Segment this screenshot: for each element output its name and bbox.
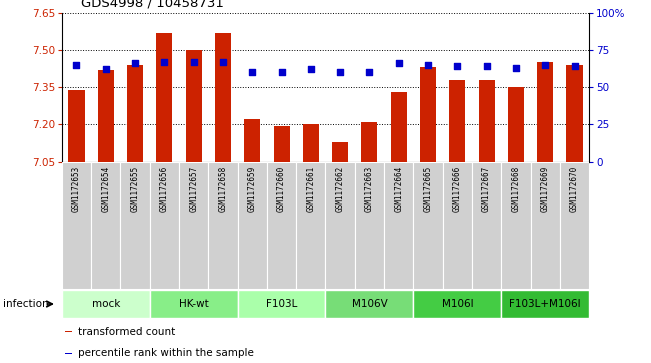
Bar (326, 162, 355, 289)
Point (217, 59, 228, 65)
Bar (186, 50, 202, 162)
Text: transformed count: transformed count (78, 327, 175, 337)
Point (423, 62, 434, 68)
Bar (478, 79, 495, 162)
Text: GSM1172669: GSM1172669 (541, 166, 549, 212)
Bar (208, 162, 238, 289)
Bar (413, 290, 501, 318)
Bar (98, 70, 114, 162)
Text: F103L: F103L (266, 299, 298, 309)
Bar (91, 162, 120, 289)
Point (188, 59, 199, 65)
Bar (238, 162, 267, 289)
Text: GSM1172656: GSM1172656 (160, 166, 169, 212)
Bar (361, 122, 378, 162)
Bar (127, 65, 143, 162)
Text: GDS4998 / 10458731: GDS4998 / 10458731 (81, 0, 224, 9)
Text: M106V: M106V (352, 299, 387, 309)
Text: GSM1172658: GSM1172658 (219, 166, 227, 212)
Text: GSM1172665: GSM1172665 (424, 166, 432, 212)
Bar (508, 87, 524, 162)
Bar (566, 65, 583, 162)
Bar (501, 290, 589, 318)
Bar (472, 162, 501, 289)
Bar (420, 67, 436, 162)
Point (276, 69, 286, 75)
Bar (273, 126, 290, 162)
Bar (537, 62, 553, 162)
Bar (531, 162, 560, 289)
Text: GSM1172666: GSM1172666 (453, 166, 462, 212)
Text: infection: infection (3, 299, 49, 309)
Point (247, 69, 257, 75)
Bar (65, 331, 72, 332)
Text: GSM1172657: GSM1172657 (189, 166, 198, 212)
Bar (150, 290, 238, 318)
Bar (303, 124, 319, 162)
Bar (355, 162, 384, 289)
Point (569, 64, 579, 69)
Bar (501, 162, 531, 289)
Bar (391, 92, 407, 162)
Bar (296, 162, 326, 289)
Point (481, 64, 492, 69)
Bar (68, 90, 85, 162)
Bar (244, 119, 260, 162)
Bar (384, 162, 413, 289)
Point (364, 69, 374, 75)
Text: GSM1172660: GSM1172660 (277, 166, 286, 212)
Text: GSM1172664: GSM1172664 (395, 166, 403, 212)
Text: GSM1172653: GSM1172653 (72, 166, 81, 212)
Point (335, 69, 345, 75)
Point (305, 66, 316, 72)
Text: GSM1172661: GSM1172661 (307, 166, 315, 212)
Point (510, 65, 521, 71)
Text: F103L+M106I: F103L+M106I (509, 299, 581, 309)
Text: GSM1172670: GSM1172670 (570, 166, 579, 212)
Text: GSM1172654: GSM1172654 (102, 166, 110, 212)
Text: GSM1172667: GSM1172667 (482, 166, 491, 212)
Point (71, 62, 82, 68)
Bar (120, 162, 150, 289)
Point (130, 60, 140, 66)
Bar (215, 33, 231, 162)
Bar (150, 162, 179, 289)
Point (452, 64, 462, 69)
Bar (443, 162, 472, 289)
Text: GSM1172655: GSM1172655 (131, 166, 139, 212)
Bar (62, 162, 91, 289)
Text: GSM1172668: GSM1172668 (512, 166, 520, 212)
Point (159, 59, 169, 65)
Text: GSM1172663: GSM1172663 (365, 166, 374, 212)
Point (100, 66, 111, 72)
Bar (238, 290, 326, 318)
Text: mock: mock (92, 299, 120, 309)
Bar (179, 162, 208, 289)
Bar (413, 162, 443, 289)
Text: percentile rank within the sample: percentile rank within the sample (78, 348, 254, 358)
Bar (332, 142, 348, 162)
Point (393, 60, 404, 66)
Text: GSM1172662: GSM1172662 (336, 166, 344, 212)
Bar (65, 353, 72, 354)
Text: GSM1172659: GSM1172659 (248, 166, 256, 212)
Bar (326, 290, 413, 318)
Bar (449, 79, 465, 162)
Bar (560, 162, 589, 289)
Bar (267, 162, 296, 289)
Bar (62, 290, 150, 318)
Bar (156, 33, 173, 162)
Text: HK-wt: HK-wt (179, 299, 208, 309)
Point (540, 62, 550, 68)
Text: M106I: M106I (441, 299, 473, 309)
